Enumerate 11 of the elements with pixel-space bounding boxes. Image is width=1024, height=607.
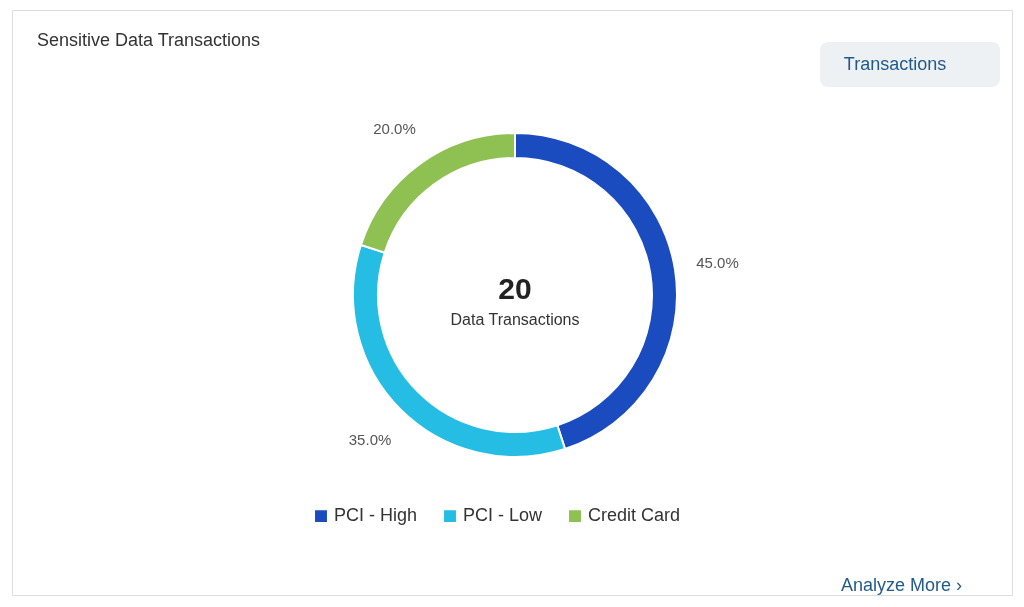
legend-label: PCI - Low xyxy=(463,505,544,526)
text: Data Transactions xyxy=(450,311,580,328)
text: 20 xyxy=(498,272,532,305)
legend-label: PCI - High xyxy=(334,505,418,526)
legend-label: Credit Card xyxy=(588,505,681,526)
data-label: 20.0% xyxy=(373,120,416,138)
data-label: 35.0% xyxy=(348,430,392,448)
text: Analyze More › xyxy=(840,575,962,595)
data-label: 45.0% xyxy=(696,253,739,271)
text: Transactions xyxy=(843,54,947,74)
text: Sensitive Data Transactions xyxy=(37,30,261,50)
